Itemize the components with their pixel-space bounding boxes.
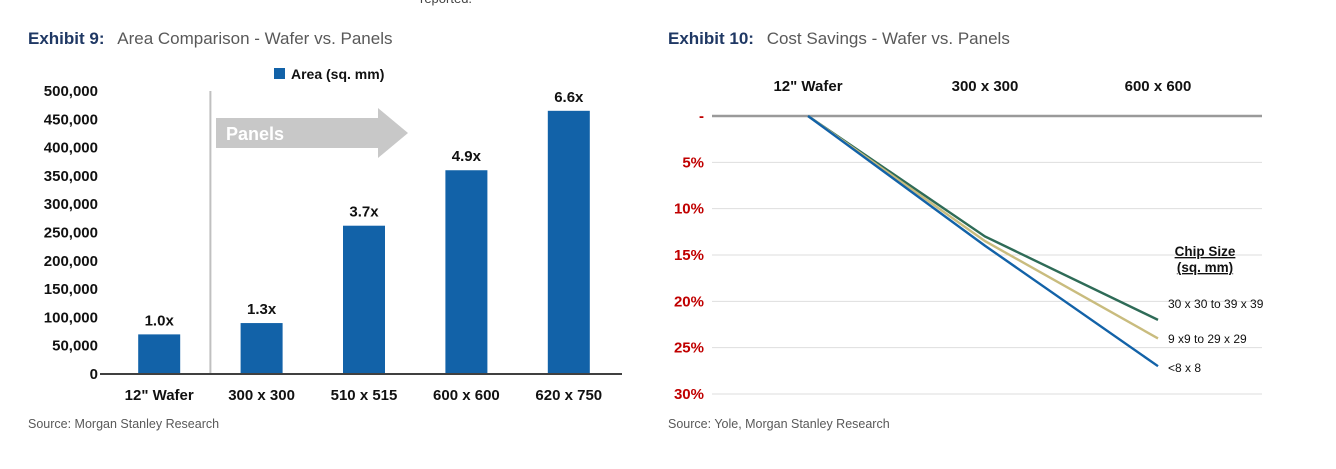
line-x-tick-label: 600 x 600 bbox=[1125, 78, 1192, 95]
exhibit-10-heading: Exhibit 10: Cost Savings - Wafer vs. Pan… bbox=[668, 28, 1330, 50]
clipped-paragraph-fragment: reported. bbox=[420, 0, 540, 7]
panels-arrow-shape bbox=[216, 108, 408, 158]
panels-arrow: Panels bbox=[216, 108, 408, 158]
chip-size-annotation: Chip Size (sq. mm) bbox=[1175, 244, 1236, 275]
bar-y-tick-label: 350,000 bbox=[44, 168, 98, 185]
bar-multiplier-label: 1.0x bbox=[145, 312, 175, 329]
series-line-1 bbox=[807, 115, 1159, 321]
line-y-tick-label: 20% bbox=[674, 293, 704, 310]
bar-y-tick-label: 300,000 bbox=[44, 196, 98, 213]
series-end-label: <8 x 8 bbox=[1168, 361, 1201, 375]
bar-y-tick-label: 400,000 bbox=[44, 140, 98, 157]
line-x-tick-label: 300 x 300 bbox=[952, 78, 1019, 95]
series-line-2 bbox=[807, 115, 1159, 340]
series-end-label: 9 x9 to 29 x 29 bbox=[1168, 332, 1247, 346]
bar-1 bbox=[138, 334, 181, 374]
bar-multiplier-label: 3.7x bbox=[349, 204, 379, 221]
bar-2 bbox=[240, 323, 283, 374]
bar-x-tick-label: 510 x 515 bbox=[331, 387, 398, 404]
bar-x-tick-label: 300 x 300 bbox=[228, 387, 295, 404]
line-y-tick-label: 5% bbox=[682, 154, 704, 171]
bar-y-tick-label: 50,000 bbox=[52, 338, 98, 355]
line-y-tick-label: 25% bbox=[674, 340, 704, 357]
bar-3 bbox=[343, 225, 385, 374]
bar-multiplier-label: 6.6x bbox=[554, 89, 584, 106]
exhibit-9-area-chart-section: Exhibit 9: Area Comparison - Wafer vs. P… bbox=[28, 28, 658, 431]
cost-savings-line-chart: - 5% 10% 15% 20% 25% 30% 12" Wafer 300 x 300 600 … bbox=[674, 78, 1264, 403]
bar-multiplier-label: 1.3x bbox=[247, 301, 277, 318]
area-bar-chart: Area (sq. mm) 0 50,000 100,000 150,000 200,00… bbox=[44, 66, 622, 404]
exhibit-9-title: Area Comparison - Wafer vs. Panels bbox=[117, 29, 393, 48]
area-legend-swatch bbox=[274, 68, 285, 79]
bar-multiplier-label: 4.9x bbox=[452, 148, 482, 165]
line-y-tick-label: - bbox=[699, 108, 704, 125]
bar-x-tick-label: 620 x 750 bbox=[535, 387, 602, 404]
exhibit-10-title: Cost Savings - Wafer vs. Panels bbox=[766, 29, 1010, 48]
bar-x-tick-label: 600 x 600 bbox=[433, 387, 500, 404]
bar-4 bbox=[445, 170, 488, 374]
bar-y-tick-label: 500,000 bbox=[44, 83, 98, 100]
line-y-tick-label: 10% bbox=[674, 201, 704, 218]
bar-y-tick-label: 200,000 bbox=[44, 253, 98, 270]
bar-y-tick-label: 150,000 bbox=[44, 281, 98, 298]
line-x-tick-label: 12" Wafer bbox=[773, 78, 842, 95]
line-y-tick-label: 15% bbox=[674, 247, 704, 264]
exhibit-10-source: Source: Yole, Morgan Stanley Research bbox=[668, 417, 890, 431]
exhibit-9-source: Source: Morgan Stanley Research bbox=[28, 417, 220, 431]
line-y-tick-label: 30% bbox=[674, 386, 704, 403]
series-end-label: 30 x 30 to 39 x 39 bbox=[1168, 297, 1264, 311]
exhibit-10-line-chart-section: Exhibit 10: Cost Savings - Wafer vs. Pan… bbox=[668, 28, 1330, 431]
series-line-3 bbox=[807, 115, 1159, 368]
bar-y-tick-label: 450,000 bbox=[44, 111, 98, 128]
area-legend-label: Area (sq. mm) bbox=[291, 66, 384, 82]
bar-y-tick-label: 0 bbox=[90, 366, 98, 383]
bar-y-tick-label: 250,000 bbox=[44, 225, 98, 242]
bar-5 bbox=[547, 110, 590, 374]
clipped-paragraph-text: reported. bbox=[420, 0, 540, 6]
exhibit-9-heading: Exhibit 9: Area Comparison - Wafer vs. P… bbox=[28, 28, 658, 50]
exhibit-9-label: Exhibit 9: bbox=[28, 29, 105, 48]
exhibit-10-label: Exhibit 10: bbox=[668, 29, 754, 48]
panels-arrow-label: Panels bbox=[226, 124, 284, 144]
bar-x-tick-label: 12" Wafer bbox=[125, 387, 194, 404]
bar-y-tick-label: 100,000 bbox=[44, 309, 98, 326]
